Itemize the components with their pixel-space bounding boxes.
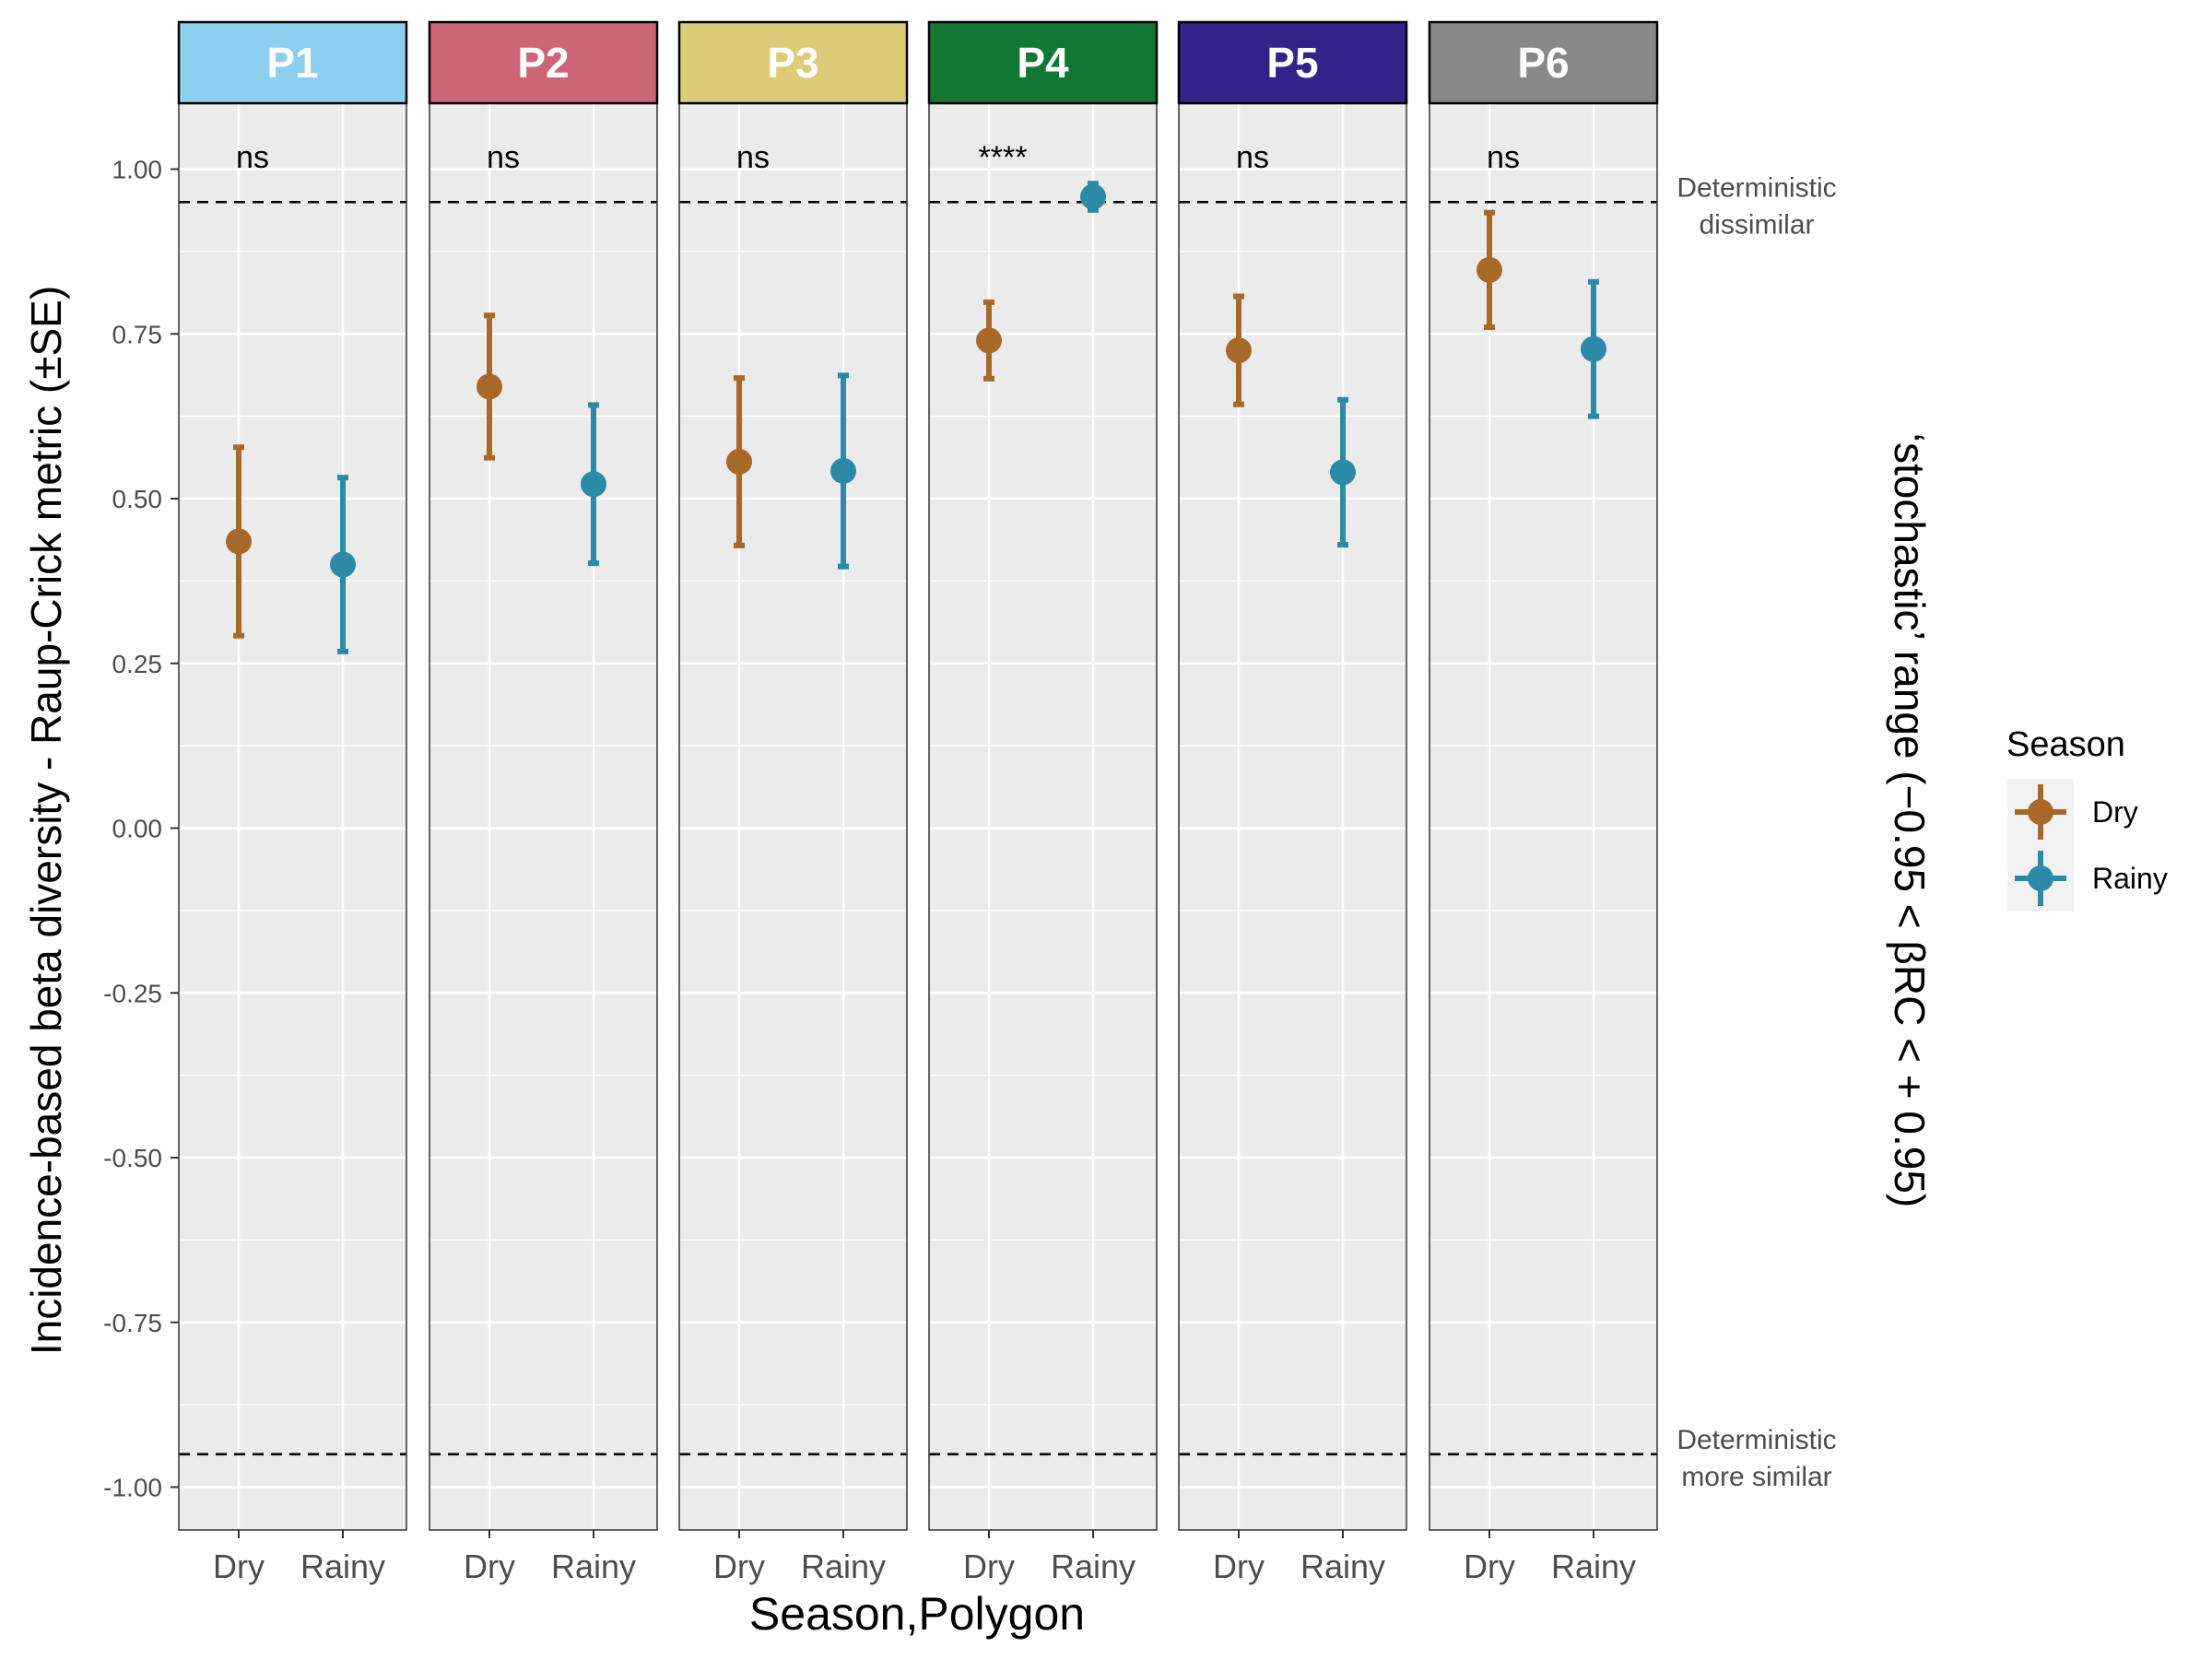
reference-label-line2: dissimilar bbox=[1699, 209, 1814, 240]
facet-panel-p5: P5 ns Dry Rainy bbox=[1177, 20, 1408, 1585]
y-tick-label: -0.50 bbox=[103, 1144, 162, 1172]
x-axis-title: Season,Polygon bbox=[749, 1588, 1085, 1640]
strip-background bbox=[1428, 20, 1659, 105]
significance-label: ns bbox=[1487, 140, 1520, 175]
panel-background bbox=[929, 103, 1157, 1530]
y-tick-label: 0.25 bbox=[112, 650, 163, 678]
x-tick-label: Dry bbox=[713, 1547, 765, 1585]
legend-key-point-dry bbox=[2028, 799, 2053, 825]
x-tick-label: Rainy bbox=[1300, 1547, 1385, 1585]
data-point-rainy bbox=[330, 551, 356, 578]
strip-label: P5 bbox=[1266, 39, 1318, 87]
facet-panel-p4: P4 **** Dry Rainy bbox=[927, 20, 1159, 1585]
x-tick-label: Rainy bbox=[300, 1547, 385, 1585]
facet-panel-p6: P6 ns Dry Rainy bbox=[1428, 20, 1659, 1585]
data-point-rainy bbox=[830, 457, 856, 484]
significance-label: ns bbox=[736, 140, 770, 175]
data-point-dry bbox=[1477, 256, 1502, 283]
y-tick-label: 0.75 bbox=[112, 320, 163, 348]
data-point-dry bbox=[226, 528, 252, 555]
significance-label: ns bbox=[236, 140, 269, 175]
stochastic-range-label: ‘stochastic’ range (−0.95 < βRC < + 0.95… bbox=[1886, 433, 1934, 1207]
x-tick-label: Dry bbox=[1464, 1547, 1515, 1585]
x-tick-label: Dry bbox=[963, 1547, 1015, 1585]
x-tick-label: Rainy bbox=[1551, 1547, 1636, 1585]
strip-label: P2 bbox=[517, 39, 569, 87]
strip-label: P6 bbox=[1517, 39, 1569, 87]
y-tick-label: -0.75 bbox=[103, 1309, 162, 1337]
strip-label: P3 bbox=[767, 39, 818, 87]
reference-labels: Deterministic dissimilar Deterministic more… bbox=[1677, 172, 1836, 1492]
strip-background bbox=[677, 20, 909, 105]
data-point-rainy bbox=[1080, 183, 1106, 210]
significance-label: **** bbox=[979, 140, 1028, 175]
reference-label-line1: Deterministic bbox=[1677, 172, 1836, 203]
strip-background bbox=[177, 20, 408, 105]
x-tick-label: Rainy bbox=[551, 1547, 636, 1585]
facet-panel-p1: P1 ns Dry Rainy bbox=[177, 20, 408, 1585]
significance-label: ns bbox=[487, 140, 520, 175]
y-tick-label: 0.50 bbox=[112, 485, 163, 513]
x-tick-label: Rainy bbox=[1051, 1547, 1135, 1585]
facet-panels: P1 ns Dry Rainy P2 ns Dry Rainy P3 ns Dry Rainy P4 **… bbox=[177, 20, 1659, 1585]
y-tick-label: -0.25 bbox=[103, 979, 162, 1007]
data-point-dry bbox=[726, 448, 752, 475]
data-point-rainy bbox=[581, 471, 606, 498]
strip-label: P4 bbox=[1017, 39, 1069, 87]
y-tick-label: 1.00 bbox=[112, 156, 163, 184]
y-tick-label: -1.00 bbox=[103, 1474, 162, 1502]
y-axis: 1.00 0.75 0.50 0.25 0.00 -0.25 -0.50 -0.75 -1.00 bbox=[103, 156, 179, 1502]
legend-key-point-rainy bbox=[2028, 865, 2053, 891]
data-point-rainy bbox=[1330, 459, 1356, 486]
strip-background bbox=[927, 20, 1159, 105]
legend-label-rainy: Rainy bbox=[2092, 862, 2168, 895]
data-point-dry bbox=[976, 327, 1002, 354]
reference-label-line2: more similar bbox=[1681, 1462, 1831, 1492]
strip-background bbox=[1177, 20, 1408, 105]
panel-background bbox=[1179, 103, 1406, 1530]
facet-panel-p3: P3 ns Dry Rainy bbox=[677, 20, 909, 1585]
data-point-dry bbox=[1226, 337, 1252, 364]
x-tick-label: Dry bbox=[464, 1547, 515, 1585]
data-point-dry bbox=[477, 373, 502, 400]
significance-label: ns bbox=[1236, 140, 1269, 175]
panel-background bbox=[679, 103, 907, 1530]
facet-panel-p2: P2 ns Dry Rainy bbox=[428, 20, 659, 1585]
reference-label-line1: Deterministic bbox=[1677, 1425, 1836, 1455]
strip-background bbox=[428, 20, 659, 105]
panel-background bbox=[1430, 103, 1657, 1530]
y-axis-title: Incidence-based beta diversity - Raup-Cr… bbox=[22, 286, 70, 1355]
data-point-rainy bbox=[1581, 335, 1606, 362]
legend: Season Dry Rainy bbox=[2006, 725, 2168, 912]
x-tick-label: Dry bbox=[1213, 1547, 1265, 1585]
panel-background bbox=[429, 103, 657, 1530]
x-tick-label: Rainy bbox=[801, 1547, 886, 1585]
legend-title: Season bbox=[2006, 725, 2125, 764]
strip-label: P1 bbox=[266, 39, 318, 87]
legend-label-dry: Dry bbox=[2092, 795, 2138, 829]
x-tick-label: Dry bbox=[213, 1547, 265, 1585]
panel-background bbox=[179, 103, 406, 1530]
y-tick-label: 0.00 bbox=[112, 815, 163, 843]
